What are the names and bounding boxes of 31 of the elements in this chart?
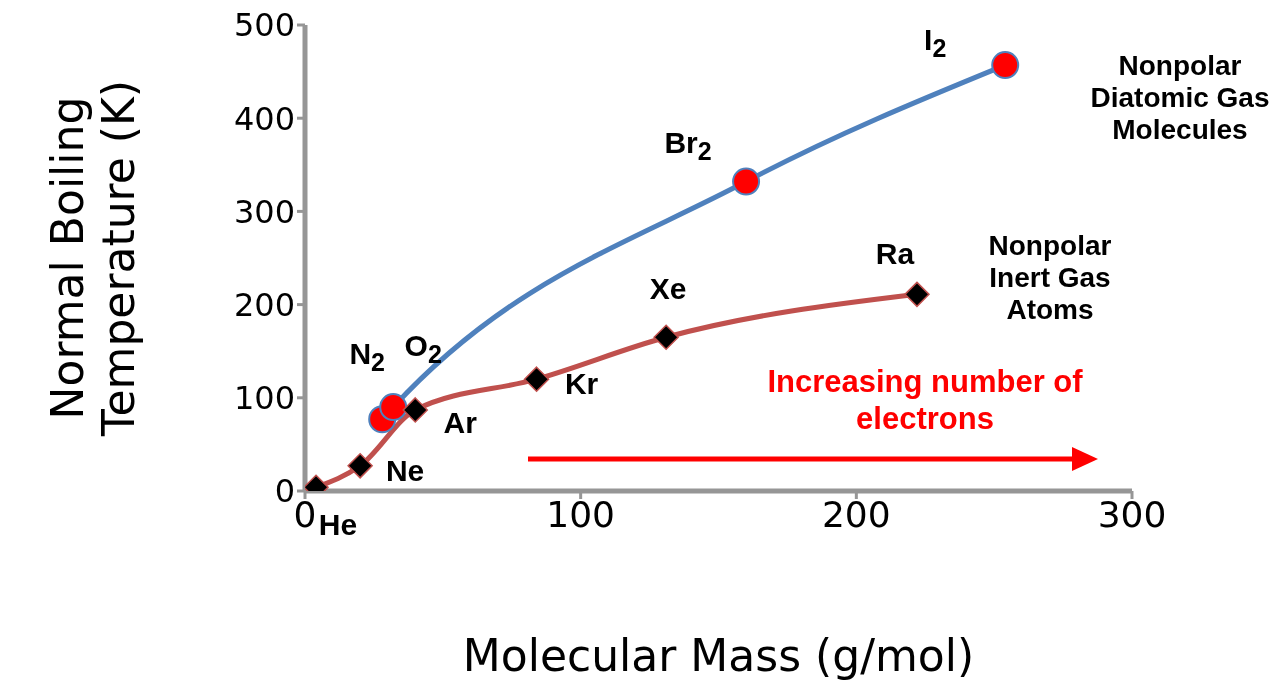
- point: [991, 51, 1020, 80]
- point: [523, 366, 550, 392]
- annotation: Kr: [564, 367, 599, 401]
- annotation: He: [318, 508, 358, 542]
- y-tick-label: 200: [233, 285, 295, 324]
- point: [732, 167, 761, 196]
- text: Nonpolar Inert Gas Atoms: [987, 229, 1113, 327]
- annotation: I$_{2}$: [924, 23, 947, 63]
- y-tick-label: 400: [233, 99, 295, 138]
- annotation: Increasing number of electrons: [766, 362, 1084, 438]
- annotation: N$_{2}$: [349, 337, 385, 377]
- annotation: O$_{2}$: [404, 329, 442, 369]
- x-tick-label: 300: [1097, 493, 1167, 535]
- point: [653, 324, 679, 350]
- annotation: Ra: [875, 237, 915, 271]
- text: Nonpolar Diatomic Gas Molecules: [1089, 49, 1271, 147]
- x-tick-label: 200: [821, 493, 891, 535]
- point: [904, 281, 930, 308]
- y-tick-label: 500: [233, 6, 295, 45]
- annotation: Ar: [443, 405, 477, 439]
- point: [379, 393, 408, 422]
- y-axis-title: Normal Boiling Temperature (K): [42, 79, 145, 439]
- point: [347, 453, 373, 479]
- x-axis-title: Molecular Mass (g/mol): [462, 630, 975, 681]
- x-tick-label: 100: [546, 493, 616, 535]
- y-tick-label: 100: [233, 379, 295, 418]
- point: [402, 397, 429, 423]
- annotation: Ne: [385, 453, 425, 487]
- y-tick-label: 300: [233, 192, 295, 231]
- annotation: Xe: [649, 272, 687, 306]
- annotation: Br$_{2}$: [664, 125, 712, 165]
